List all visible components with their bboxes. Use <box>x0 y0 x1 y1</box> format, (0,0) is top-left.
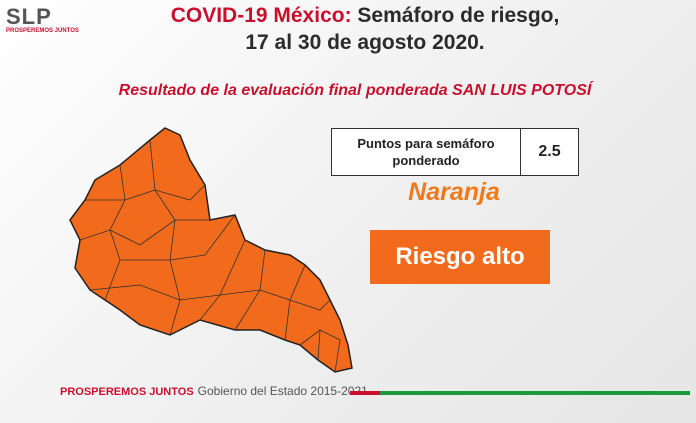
footer-slogan: PROSPEREMOS JUNTOS <box>60 386 194 398</box>
title-text: Semáforo de riesgo, <box>357 4 560 27</box>
map-outline <box>69 127 353 373</box>
score-label: Puntos para semáforo ponderado <box>332 129 521 175</box>
score-table: Puntos para semáforo ponderado 2.5 <box>331 128 579 176</box>
color-level: Naranja <box>408 178 500 206</box>
footer-stripe <box>350 391 690 395</box>
title-date: 17 al 30 de agosto 2020. <box>245 31 485 54</box>
logo: SLP PROSPEREMOS JUNTOS <box>6 4 86 34</box>
logo-mark: SLP <box>6 4 52 29</box>
footer: PROSPEREMOS JUNTOS Gobierno del Estado 20… <box>60 384 368 398</box>
logo-slogan: PROSPEREMOS JUNTOS <box>6 28 79 34</box>
title: COVID-19 México: Semáforo de riesgo, 17 … <box>100 2 630 56</box>
subtitle: Resultado de la evaluación final pondera… <box>118 82 592 99</box>
municipality-borders <box>79 139 341 373</box>
stripe-green <box>380 391 690 395</box>
score-value: 2.5 <box>538 143 561 160</box>
stripe-red <box>350 391 380 395</box>
footer-government: Gobierno del Estado 2015-2021 <box>197 384 368 398</box>
state-map <box>69 127 353 373</box>
risk-badge: Riesgo alto <box>370 230 550 284</box>
title-highlight: COVID-19 México: <box>170 4 352 27</box>
